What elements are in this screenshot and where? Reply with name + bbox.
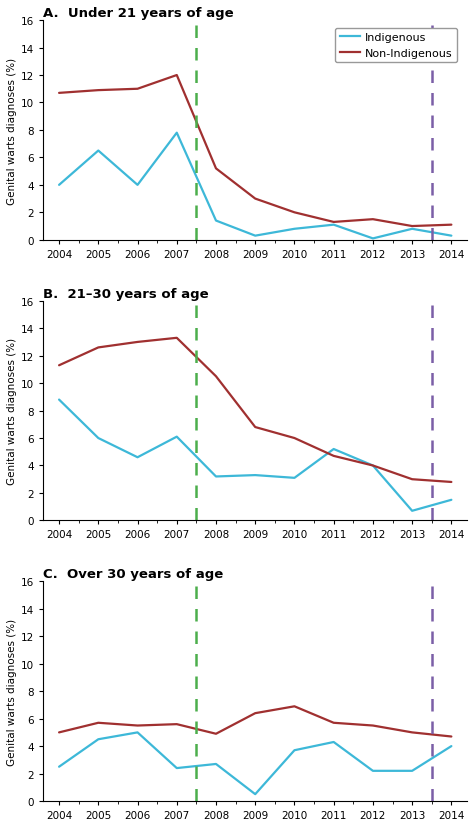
Y-axis label: Genital warts diagnoses (%): Genital warts diagnoses (%) bbox=[7, 57, 17, 204]
Text: A.  Under 21 years of age: A. Under 21 years of age bbox=[44, 7, 234, 20]
Legend: Indigenous, Non-Indigenous: Indigenous, Non-Indigenous bbox=[335, 29, 457, 63]
Y-axis label: Genital warts diagnoses (%): Genital warts diagnoses (%) bbox=[7, 618, 17, 765]
Text: B.  21–30 years of age: B. 21–30 years of age bbox=[44, 287, 209, 300]
Text: C.  Over 30 years of age: C. Over 30 years of age bbox=[44, 567, 224, 581]
Y-axis label: Genital warts diagnoses (%): Genital warts diagnoses (%) bbox=[7, 337, 17, 485]
